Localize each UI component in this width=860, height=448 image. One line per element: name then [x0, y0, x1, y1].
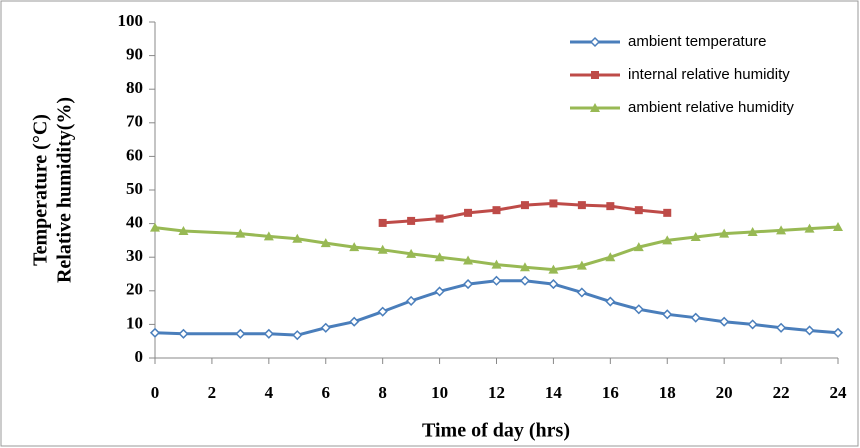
y-tick-label: 30: [126, 246, 143, 265]
data-point: [434, 286, 445, 297]
data-point: [804, 223, 815, 233]
data-point: [320, 238, 331, 248]
y-tick-label: 10: [126, 313, 143, 332]
data-point: [747, 227, 758, 236]
data-point: [591, 71, 599, 79]
data-point: [662, 309, 673, 320]
data-point: [492, 206, 501, 215]
y-tick-label: 70: [126, 112, 143, 131]
data-point: [832, 327, 844, 338]
data-point: [719, 228, 730, 238]
data-point: [606, 202, 615, 211]
x-tick-label: 12: [488, 383, 505, 402]
data-point: [519, 275, 531, 286]
data-point: [690, 312, 701, 323]
y-tick-label: 90: [126, 45, 143, 64]
data-point: [662, 235, 673, 245]
data-point: [719, 316, 730, 327]
x-tick-label: 0: [151, 383, 160, 402]
y-tick-label: 100: [118, 11, 144, 30]
data-point: [378, 218, 387, 227]
x-tick-label: 2: [208, 383, 217, 402]
data-point: [634, 206, 643, 215]
data-point: [178, 328, 189, 339]
data-point: [491, 259, 502, 269]
x-tick-label: 8: [378, 383, 387, 402]
data-point: [377, 244, 388, 254]
data-point: [263, 328, 274, 339]
data-point: [406, 248, 417, 258]
data-point: [263, 231, 274, 241]
data-point: [833, 221, 843, 231]
y-tick-label: 0: [135, 347, 144, 366]
legend-label: ambient relative humidity: [628, 99, 794, 116]
data-point: [605, 296, 616, 307]
data-point: [589, 36, 601, 48]
x-tick-label: 10: [431, 383, 448, 402]
data-point: [377, 306, 388, 317]
data-point: [149, 327, 161, 338]
data-point: [548, 264, 559, 274]
x-tick-label: 18: [659, 383, 676, 402]
y-tick-label: 60: [126, 145, 143, 164]
x-tick-label: 14: [545, 383, 563, 402]
data-point: [576, 260, 587, 270]
data-point: [406, 295, 417, 306]
legend-label: internal relative humidity: [628, 66, 790, 83]
data-point: [549, 199, 558, 208]
data-point: [804, 325, 815, 336]
x-tick-label: 22: [773, 383, 790, 402]
data-point: [407, 216, 416, 225]
data-point: [633, 242, 644, 252]
data-point: [349, 316, 360, 327]
data-point: [435, 214, 444, 223]
data-point: [548, 279, 559, 290]
data-point: [235, 228, 246, 238]
y-axis-label: Relative humidity(%): [54, 97, 76, 283]
series-line: [154, 225, 839, 272]
y-tick-label: 50: [126, 179, 143, 198]
data-point: [463, 255, 474, 265]
data-point: [519, 262, 530, 272]
x-tick-label: 16: [602, 383, 619, 402]
data-point: [633, 304, 644, 315]
data-point: [605, 252, 616, 262]
data-point: [776, 322, 787, 333]
x-tick-label: 4: [265, 383, 274, 402]
data-point: [690, 232, 701, 242]
x-tick-label: 6: [322, 383, 331, 402]
data-point: [776, 225, 787, 235]
data-point: [491, 275, 502, 286]
data-point: [520, 201, 529, 210]
legend-label: ambient temperature: [628, 33, 766, 50]
x-axis-label: Time of day (hrs): [422, 420, 570, 442]
y-tick-label: 20: [126, 280, 143, 299]
data-point: [178, 225, 189, 235]
data-point: [747, 319, 758, 330]
data-point: [590, 103, 600, 112]
x-tick-label: 24: [830, 383, 848, 402]
data-point: [235, 328, 246, 339]
y-tick-label: 40: [126, 213, 143, 232]
data-point: [576, 287, 587, 298]
y-axis-label: Temperature (°C): [30, 114, 52, 266]
data-point: [462, 279, 474, 290]
data-point: [349, 242, 360, 252]
data-point: [320, 322, 331, 333]
data-point: [434, 252, 445, 262]
data-point: [663, 208, 672, 217]
data-point: [292, 233, 303, 243]
data-point: [577, 201, 586, 210]
data-point: [464, 208, 473, 217]
data-point: [150, 222, 160, 232]
x-tick-label: 20: [716, 383, 733, 402]
y-tick-label: 80: [126, 78, 143, 97]
data-point: [292, 330, 303, 341]
